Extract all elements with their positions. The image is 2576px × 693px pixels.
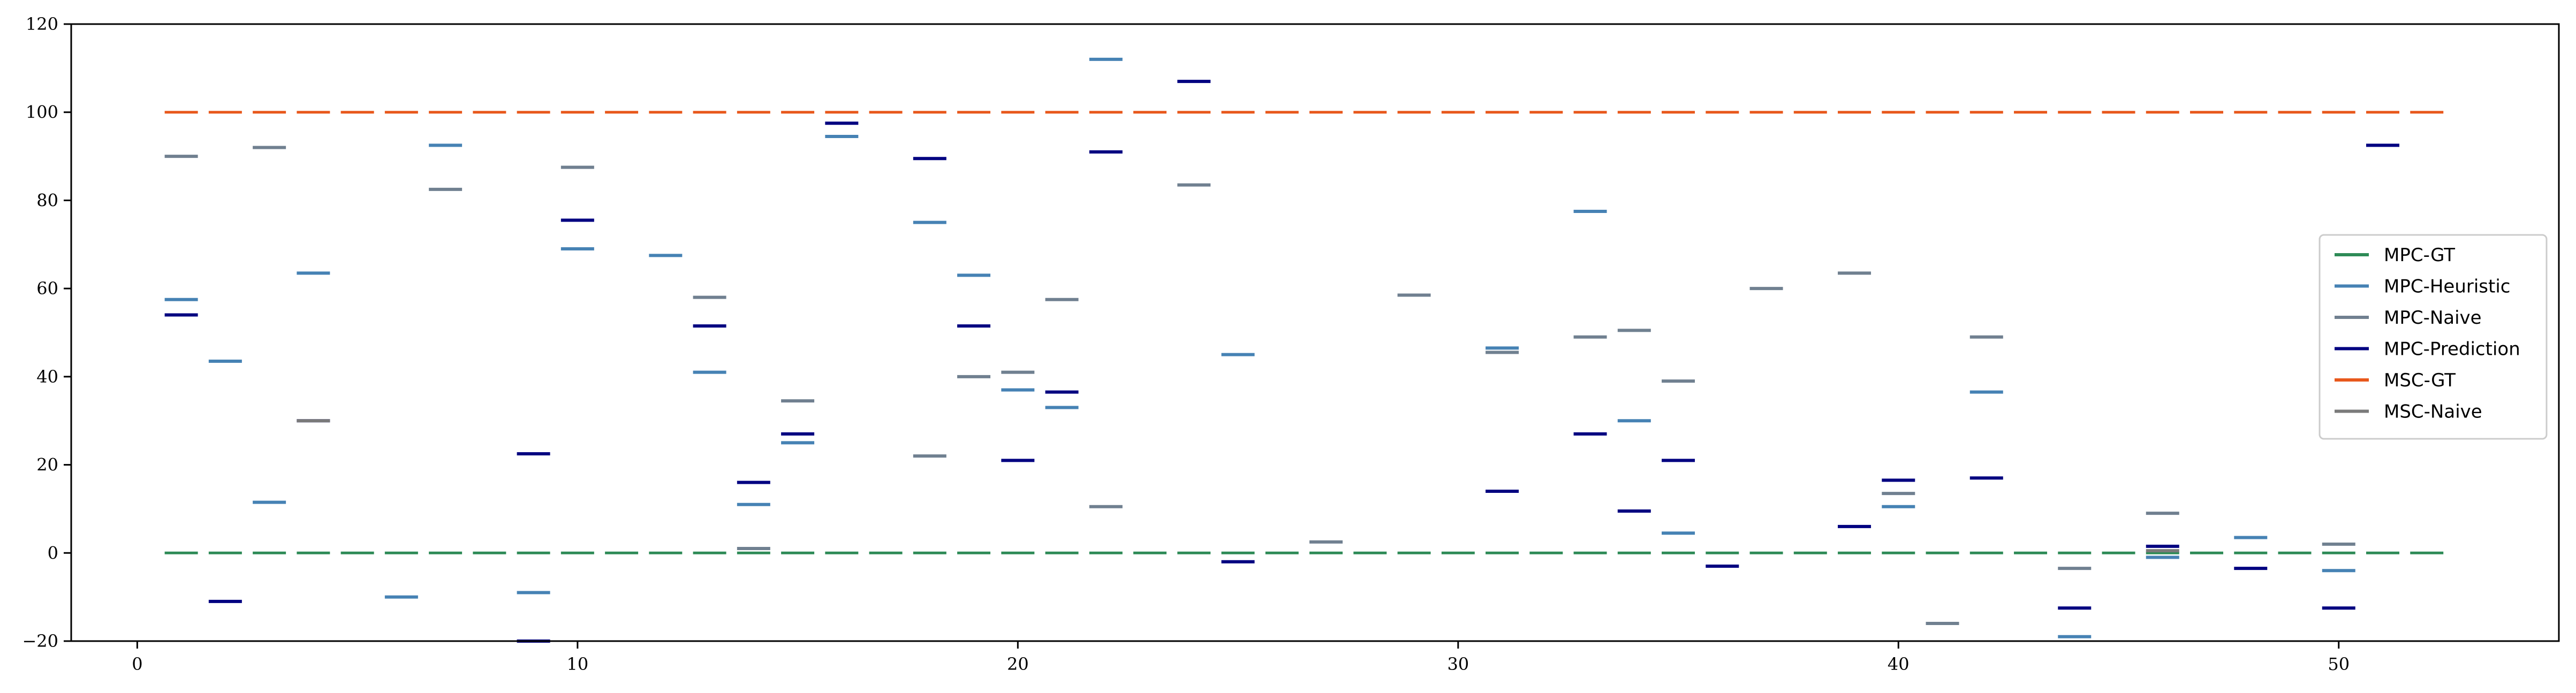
y-tick-label: 0 xyxy=(48,543,58,563)
legend-label: MPC-GT xyxy=(2384,245,2455,266)
legend-item: MPC-Heuristic xyxy=(2335,276,2511,298)
series-mpc-prediction xyxy=(164,80,2400,643)
y-tick-label: 40 xyxy=(36,367,58,387)
legend-item: MSC-Naive xyxy=(2335,401,2482,423)
legend-label: MSC-Naive xyxy=(2384,401,2482,423)
legend: MPC-GT MPC-Heuristic MPC-Naive MPC-Predicti… xyxy=(2319,234,2548,440)
x-tick-label: 0 xyxy=(132,654,142,674)
x-tick-label: 30 xyxy=(1447,654,1469,674)
y-tick-label: 60 xyxy=(36,278,58,299)
x-tick-label: 50 xyxy=(2328,654,2350,674)
legend-label: MPC-Heuristic xyxy=(2384,276,2511,298)
x-tick-label: 40 xyxy=(1888,654,1910,674)
legend-box xyxy=(2319,234,2548,440)
series-msc-naive xyxy=(297,419,2179,553)
y-tick-label: 100 xyxy=(26,102,58,123)
y-tick-label: −20 xyxy=(22,631,58,651)
legend-label: MSC-GT xyxy=(2384,370,2456,391)
y-tick-label: 120 xyxy=(26,14,58,34)
legend-label: MPC-Prediction xyxy=(2384,339,2520,360)
x-tick-label: 10 xyxy=(566,654,588,674)
plot-frame xyxy=(70,23,2560,642)
y-tick-label: 20 xyxy=(36,455,58,475)
legend-item: MPC-Prediction xyxy=(2335,339,2520,360)
plot-area xyxy=(164,57,2444,643)
series-mpc-heuristic xyxy=(164,57,2355,638)
x-tick-label: 20 xyxy=(1007,654,1029,674)
axes: 0 10 20 30 40 50 −20 0 20 40 60 80 100 120 xyxy=(22,14,2560,674)
legend-label: MPC-Naive xyxy=(2384,307,2482,329)
legend-item: MPC-GT xyxy=(2335,245,2455,266)
legend-item: MSC-GT xyxy=(2335,370,2456,391)
legend-item: MPC-Naive xyxy=(2335,307,2482,329)
y-tick-label: 80 xyxy=(36,190,58,210)
series-mpc-naive xyxy=(164,146,2355,626)
